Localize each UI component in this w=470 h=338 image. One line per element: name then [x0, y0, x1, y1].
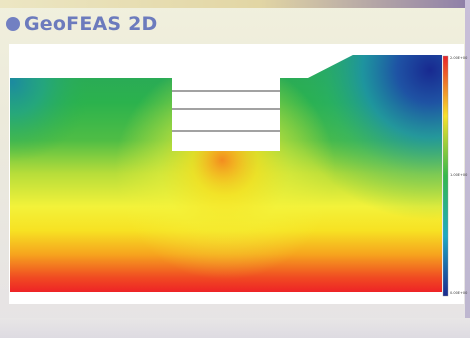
color-legend: [442, 55, 449, 297]
excavation-pit: [172, 78, 280, 151]
side-decorative-strip: [465, 0, 470, 338]
app-title: GeoFEAS 2D: [6, 12, 158, 36]
app-title-text: GeoFEAS 2D: [24, 13, 158, 35]
bottom-decorative-strip: [0, 318, 470, 338]
top-decorative-strip: [0, 0, 470, 8]
legend-top-label: 2.00E+00: [450, 56, 468, 60]
legend-bottom-label: 0.00E+00: [450, 291, 468, 295]
legend-mid-label: 1.00E+00: [450, 173, 468, 177]
bullet-dot-icon: [6, 17, 20, 31]
